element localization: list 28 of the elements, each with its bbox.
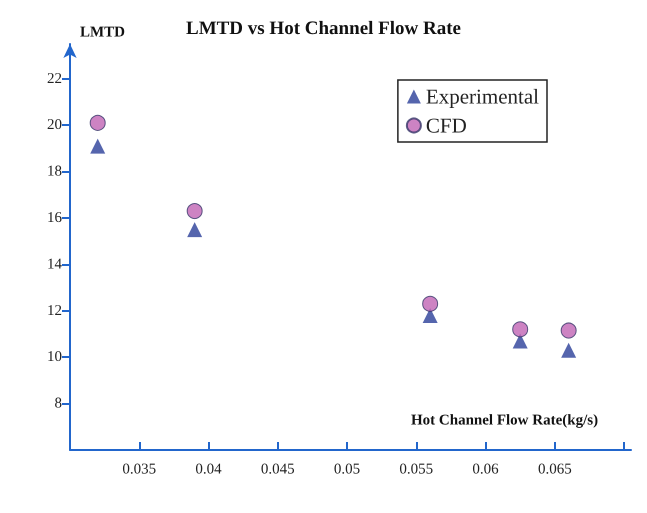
y-tick-label: 22 <box>47 70 62 87</box>
y-tick-label: 20 <box>47 117 62 134</box>
point <box>561 342 576 358</box>
y-tick-label: 12 <box>47 302 62 319</box>
y-axis-title: LMTD <box>80 24 126 40</box>
point <box>90 138 106 154</box>
x-tick-label: 0.045 <box>260 462 295 478</box>
point <box>512 321 528 338</box>
y-tick-label: 16 <box>47 210 62 226</box>
y-tick-label: 14 <box>47 256 62 272</box>
point <box>560 322 577 339</box>
x-tick-label: 0.04 <box>195 462 222 478</box>
x-tick-label: 0.065 <box>538 462 572 478</box>
legend-label: CFD <box>426 114 467 138</box>
y-tick-label: 8 <box>54 396 62 412</box>
y-tick-label: 10 <box>47 349 62 366</box>
x-axis-title: Hot Channel Flow Rate(kg/s) <box>411 412 598 428</box>
point <box>186 203 203 220</box>
x-tick-label: 0.055 <box>399 462 434 478</box>
point <box>422 296 438 312</box>
x-tick-label: 0.06 <box>472 462 500 478</box>
y-tick-label: 18 <box>47 164 62 180</box>
x-tick-label: 0.05 <box>334 462 360 478</box>
point <box>90 114 106 131</box>
x-tick-label: 0.035 <box>122 462 156 478</box>
chart-title: LMTD vs Hot Channel Flow Rate <box>186 18 461 39</box>
point <box>187 222 202 238</box>
legend-label: Experimental <box>426 84 540 108</box>
